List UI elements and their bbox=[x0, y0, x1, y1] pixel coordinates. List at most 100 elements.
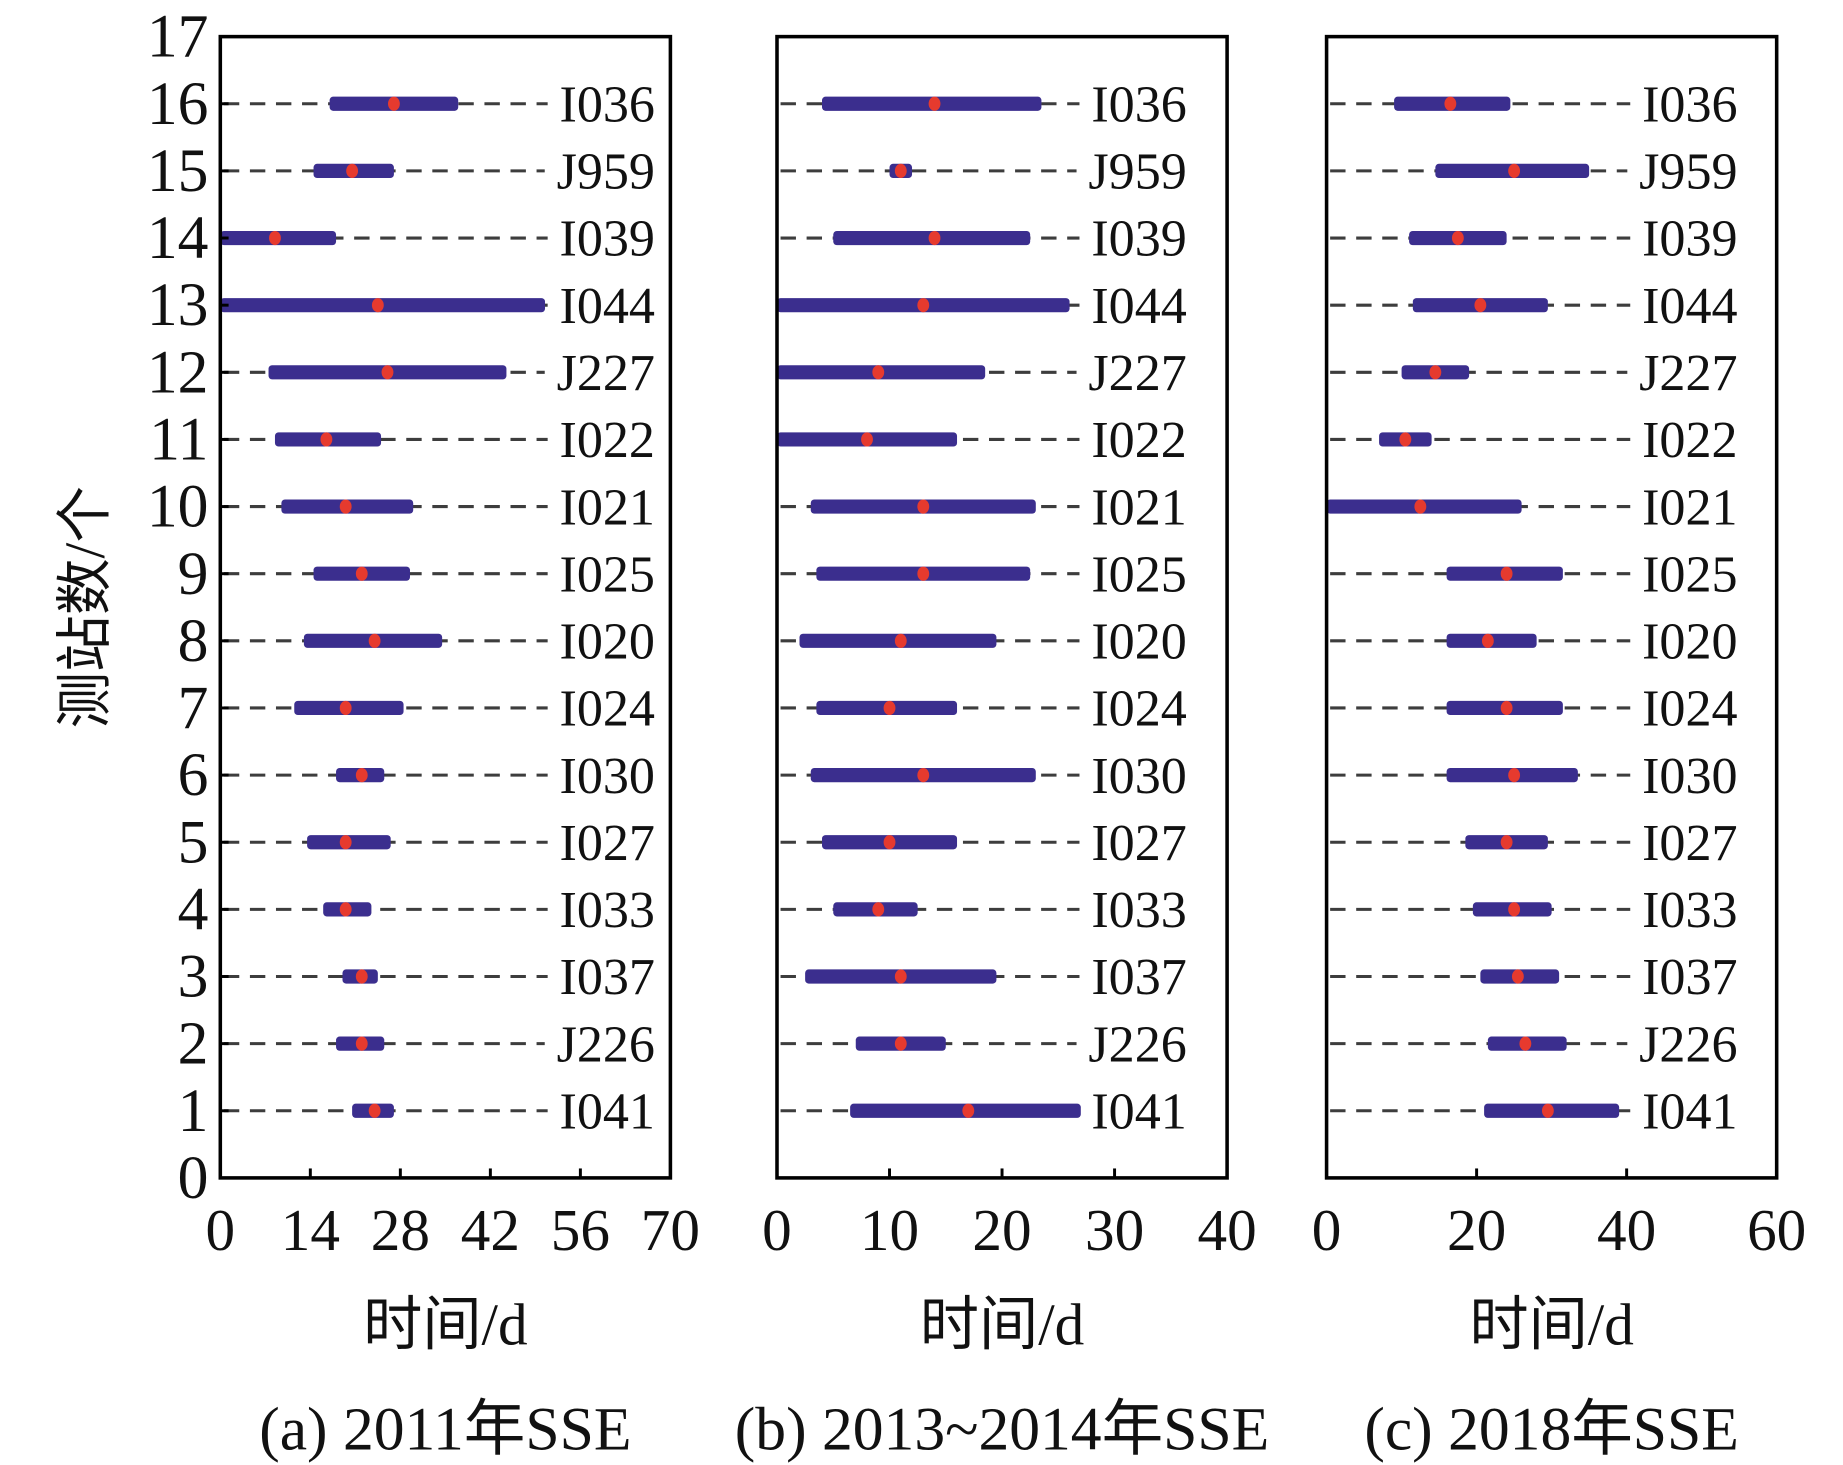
panel-a-marker-I027 bbox=[339, 835, 352, 850]
panel-b-marker-I041 bbox=[962, 1103, 975, 1118]
panel-b-marker-I024 bbox=[883, 700, 896, 716]
panel-b-station-label-J226: J226 bbox=[1088, 1016, 1186, 1073]
panel-a-y-tick-label-3: 3 bbox=[178, 943, 209, 1011]
panel-b-x-tick-label-30: 30 bbox=[1085, 1197, 1144, 1263]
panel-a-marker-J227 bbox=[381, 365, 394, 380]
panel-b-marker-J226 bbox=[894, 1036, 907, 1051]
panel-b-station-label-I027: I027 bbox=[1091, 815, 1186, 872]
panel-a-y-tick-label-2: 2 bbox=[178, 1010, 209, 1078]
panel-a-station-label-J226: J226 bbox=[557, 1016, 655, 1073]
panel-b-station-label-I036: I036 bbox=[1091, 77, 1186, 134]
panel-b-marker-I021 bbox=[917, 499, 930, 514]
panel-c-bars bbox=[1326, 96, 1620, 1118]
panel-a-marker-I033 bbox=[339, 902, 352, 917]
panel-a-y-tick-label-14: 14 bbox=[147, 204, 209, 272]
panel-c-marker-I041 bbox=[1541, 1103, 1554, 1118]
panel-b-station-label-I022: I022 bbox=[1091, 412, 1186, 469]
panel-b-station-label-J227: J227 bbox=[1088, 345, 1186, 402]
panel-a-marker-J226 bbox=[355, 1036, 368, 1051]
panel-c-caption: (c) 2018年SSE bbox=[1364, 1396, 1739, 1464]
panel-b-station-label-I025: I025 bbox=[1091, 546, 1186, 603]
panel-b-x-tick-label-20: 20 bbox=[972, 1197, 1031, 1263]
panel-a-y-tick-label-12: 12 bbox=[147, 338, 209, 406]
panel-a-dashed-guides bbox=[223, 102, 548, 1113]
panel-a-y-tick-label-16: 16 bbox=[147, 70, 209, 138]
panel-c-marker-I022 bbox=[1399, 432, 1412, 447]
panel-a-markers bbox=[269, 96, 400, 1118]
panel-b-marker-I027 bbox=[883, 835, 896, 850]
panel-c-station-label-I024: I024 bbox=[1642, 681, 1737, 738]
panel-a-x-tick-label-42: 42 bbox=[461, 1197, 520, 1263]
panel-c-x-tick-label-0: 0 bbox=[1312, 1197, 1342, 1263]
panel-c-marker-I030 bbox=[1508, 768, 1521, 783]
panel-b-station-label-I041: I041 bbox=[1091, 1084, 1186, 1141]
panel-c-x-tick-label-40: 40 bbox=[1597, 1197, 1656, 1263]
panel-c-station-label-I027: I027 bbox=[1642, 815, 1737, 872]
panel-c-x-tick-label-60: 60 bbox=[1747, 1197, 1806, 1263]
panel-b-x-axis-title: 时间/d bbox=[920, 1292, 1084, 1358]
panel-b-marker-I036 bbox=[928, 96, 941, 111]
panel-c-station-label-I039: I039 bbox=[1642, 211, 1737, 268]
panel-c-marker-I039 bbox=[1451, 230, 1464, 246]
panel-b-marker-I044 bbox=[917, 298, 930, 313]
panel-a-marker-I041 bbox=[368, 1103, 381, 1118]
panel-c-station-label-I021: I021 bbox=[1642, 479, 1737, 536]
panel-c-station-label-I044: I044 bbox=[1642, 278, 1737, 335]
panel-c-marker-I020 bbox=[1481, 633, 1494, 648]
panel-a-station-label-I027: I027 bbox=[560, 815, 655, 872]
panel-a-y-tick-label-0: 0 bbox=[178, 1144, 209, 1212]
panel-a-marker-I037 bbox=[355, 969, 368, 984]
panel-b-station-label-I020: I020 bbox=[1091, 614, 1186, 671]
y-axis-title: 测站数/个 bbox=[54, 486, 117, 729]
panel-c-marker-J227 bbox=[1429, 365, 1442, 380]
panel-b-station-labels: I036 J959 I039 I044 J227 I022 I021 I025 I020 I024… bbox=[1088, 77, 1186, 1141]
panel-a-station-label-I021: I021 bbox=[560, 479, 655, 536]
panel-b-x-tick-label-0: 0 bbox=[762, 1197, 792, 1263]
panel-c-marker-I025 bbox=[1500, 566, 1513, 581]
panel-c-marker-I027 bbox=[1500, 835, 1513, 850]
panel-a-station-label-J959: J959 bbox=[557, 144, 655, 201]
panel-a-y-tick-label-10: 10 bbox=[147, 473, 209, 541]
panel-b-marker-I025 bbox=[917, 566, 930, 581]
panel-c-marker-I033 bbox=[1508, 902, 1521, 917]
panel-c-station-label-I041: I041 bbox=[1642, 1084, 1737, 1141]
panel-a-y-tick-label-4: 4 bbox=[178, 876, 209, 944]
panel-a-y-tick-label-8: 8 bbox=[178, 607, 209, 675]
panel-b-station-label-I037: I037 bbox=[1091, 949, 1186, 1006]
panel-a-marker-I024 bbox=[339, 700, 352, 716]
panel-a-y-tick-label-9: 9 bbox=[178, 540, 209, 608]
panel-a-station-label-I036: I036 bbox=[560, 77, 655, 134]
panel-c-marker-I037 bbox=[1511, 969, 1524, 984]
panel-a-marker-I021 bbox=[339, 499, 352, 514]
panel-b-dashed-guides bbox=[780, 102, 1080, 1113]
panel-a-y-tick-label-5: 5 bbox=[178, 808, 209, 876]
panel-c-marker-I021 bbox=[1414, 499, 1427, 514]
panel-a-station-labels: I036 J959 I039 I044 J227 I022 I021 I025 I020 I024… bbox=[557, 77, 655, 1141]
panel-c-station-label-I020: I020 bbox=[1642, 614, 1737, 671]
panel-a-marker-J959 bbox=[346, 163, 359, 178]
panel-c-markers bbox=[1399, 96, 1554, 1118]
panel-a-station-label-I039: I039 bbox=[560, 211, 655, 268]
panel-a-station-label-I024: I024 bbox=[560, 681, 655, 738]
panel-b: I036 J959 I039 I044 J227 I022 I021 I025 I020 I024… bbox=[735, 34, 1269, 1464]
panel-a-marker-I025 bbox=[355, 566, 368, 581]
panel-c-dashed-guides bbox=[1330, 102, 1631, 1113]
panel-a-marker-I022 bbox=[320, 432, 333, 447]
panel-a-station-label-I037: I037 bbox=[560, 949, 655, 1006]
panel-b-station-label-I033: I033 bbox=[1091, 882, 1186, 939]
panel-b-marker-I020 bbox=[894, 633, 907, 648]
panel-a-y-tick-label-1: 1 bbox=[178, 1077, 209, 1145]
panel-b-marker-I039 bbox=[928, 230, 941, 246]
panel-b-frame bbox=[775, 34, 1229, 1180]
panel-c-marker-J226 bbox=[1519, 1036, 1532, 1051]
panel-c-x-axis-title: 时间/d bbox=[1469, 1292, 1633, 1358]
panel-c-marker-I024 bbox=[1500, 700, 1513, 716]
panel-a-y-tick-label-11: 11 bbox=[149, 406, 208, 474]
panel-a-bars bbox=[220, 96, 546, 1118]
panel-a-y-tick-label-7: 7 bbox=[178, 674, 209, 742]
panel-b-bars bbox=[776, 96, 1081, 1118]
panel-a-x-axis-title: 时间/d bbox=[363, 1292, 527, 1358]
panel-a-frame bbox=[218, 34, 673, 1180]
panel-b-marker-I037 bbox=[894, 969, 907, 984]
panel-a-station-label-I033: I033 bbox=[560, 882, 655, 939]
